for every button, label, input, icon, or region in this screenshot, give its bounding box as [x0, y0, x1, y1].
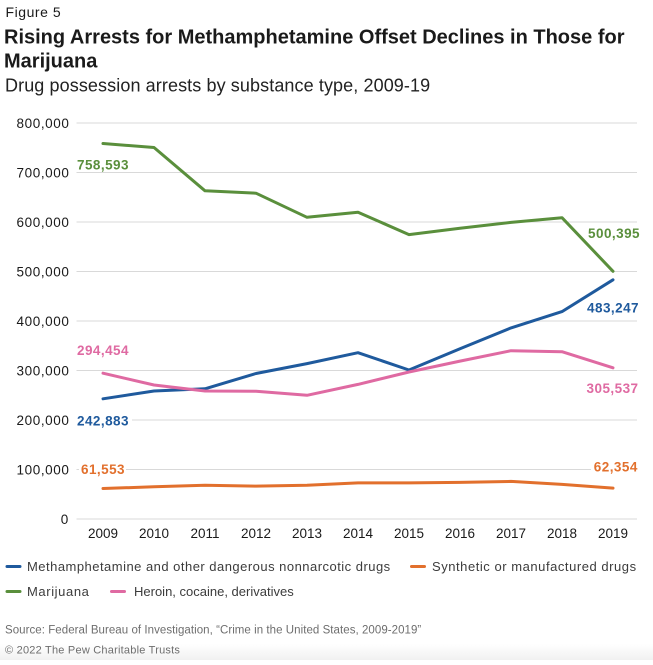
- svg-text:Drug possession arrests by sub: Drug possession arrests by substance typ…: [5, 76, 430, 96]
- svg-text:2016: 2016: [445, 526, 475, 541]
- svg-text:© 2022 The Pew Charitable Trus: © 2022 The Pew Charitable Trusts: [5, 645, 180, 657]
- svg-text:242,883: 242,883: [77, 414, 129, 429]
- svg-text:2013: 2013: [292, 526, 322, 541]
- svg-text:Methamphetamine and other dang: Methamphetamine and other dangerous nonn…: [27, 559, 391, 574]
- svg-text:2011: 2011: [190, 526, 219, 541]
- svg-text:61,553: 61,553: [81, 462, 125, 477]
- svg-text:800,000: 800,000: [17, 116, 70, 131]
- svg-text:Rising Arrests for Methampheta: Rising Arrests for Methamphetamine Offse…: [4, 26, 625, 48]
- svg-text:Figure 5: Figure 5: [6, 4, 62, 20]
- svg-text:294,454: 294,454: [77, 343, 129, 358]
- svg-text:2014: 2014: [343, 526, 374, 541]
- svg-text:305,537: 305,537: [587, 381, 639, 396]
- svg-text:2009: 2009: [88, 526, 118, 541]
- svg-text:500,000: 500,000: [17, 264, 70, 279]
- svg-text:Source: Federal Bureau of Inve: Source: Federal Bureau of Investigation,…: [5, 625, 421, 637]
- svg-text:200,000: 200,000: [17, 413, 70, 428]
- svg-text:Heroin, cocaine, derivatives: Heroin, cocaine, derivatives: [134, 584, 294, 599]
- svg-text:2012: 2012: [241, 526, 271, 541]
- svg-text:758,593: 758,593: [77, 158, 129, 173]
- svg-text:Synthetic or manufactured drug: Synthetic or manufactured drugs: [432, 559, 637, 574]
- svg-text:700,000: 700,000: [17, 165, 70, 180]
- svg-text:300,000: 300,000: [17, 363, 70, 378]
- svg-text:2010: 2010: [139, 526, 169, 541]
- svg-text:2019: 2019: [598, 526, 628, 541]
- svg-text:500,395: 500,395: [588, 226, 640, 241]
- svg-text:483,247: 483,247: [587, 301, 639, 316]
- svg-text:400,000: 400,000: [17, 314, 70, 329]
- svg-text:2015: 2015: [394, 526, 424, 541]
- svg-text:2017: 2017: [496, 526, 526, 541]
- svg-text:600,000: 600,000: [17, 215, 70, 230]
- svg-text:Marijuana: Marijuana: [27, 584, 90, 599]
- svg-text:100,000: 100,000: [17, 462, 70, 477]
- svg-text:0: 0: [61, 512, 69, 527]
- svg-text:62,354: 62,354: [594, 460, 638, 475]
- svg-text:Marijuana: Marijuana: [4, 50, 98, 72]
- svg-text:2018: 2018: [547, 526, 577, 541]
